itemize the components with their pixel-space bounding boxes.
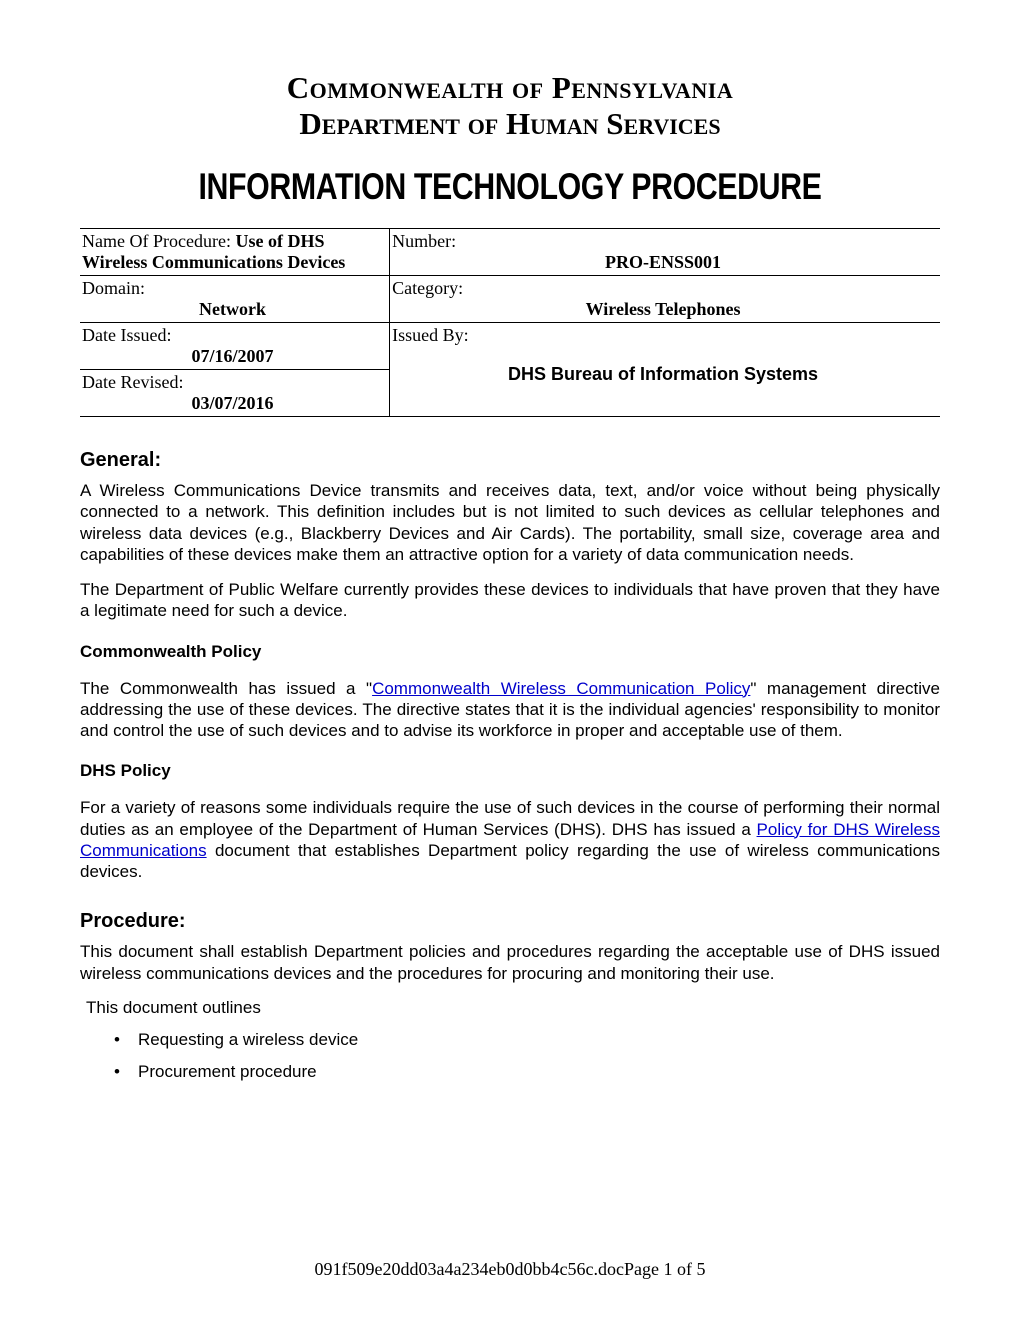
number-label: Number: xyxy=(392,231,456,251)
domain-label: Domain: xyxy=(82,278,145,298)
metadata-table: Name Of Procedure: Use of DHS Wireless C… xyxy=(80,228,940,417)
number-value: PRO-ENSS001 xyxy=(392,252,934,273)
date-revised-value: 03/07/2016 xyxy=(82,393,383,414)
outline-intro: This document outlines xyxy=(80,998,940,1018)
date-revised-label: Date Revised: xyxy=(82,372,183,392)
date-issued-label: Date Issued: xyxy=(82,325,171,345)
issued-by-value: DHS Bureau of Information Systems xyxy=(392,346,934,385)
date-issued-value: 07/16/2007 xyxy=(82,346,383,367)
dhs-post: document that establishes Department pol… xyxy=(80,841,940,881)
bullet-item: Requesting a wireless device xyxy=(138,1030,940,1050)
category-label: Category: xyxy=(392,278,463,298)
page-footer: 091f509e20dd03a4a234eb0d0bb4c56c.docPage… xyxy=(0,1259,1020,1280)
name-label: Name Of Procedure: xyxy=(82,231,235,251)
commonwealth-heading: Commonwealth Policy xyxy=(80,642,940,662)
document-title: INFORMATION TECHNOLOGY PROCEDURE xyxy=(157,166,862,208)
dhs-heading: DHS Policy xyxy=(80,761,940,781)
general-heading: General: xyxy=(80,449,940,472)
procedure-heading: Procedure: xyxy=(80,910,940,933)
dhs-para: For a variety of reasons some individual… xyxy=(80,797,940,882)
domain-value: Network xyxy=(82,299,383,320)
procedure-para1: This document shall establish Department… xyxy=(80,941,940,984)
commonwealth-para: The Commonwealth has issued a "Commonwea… xyxy=(80,678,940,742)
bullet-item: Procurement procedure xyxy=(138,1062,940,1082)
header-org-line1: Commonwealth of Pennsylvania xyxy=(80,70,940,106)
procedure-bullets: Requesting a wireless device Procurement… xyxy=(80,1030,940,1082)
commonwealth-policy-link[interactable]: Commonwealth Wireless Communication Poli… xyxy=(372,679,750,698)
general-para2: The Department of Public Welfare current… xyxy=(80,579,940,622)
commonwealth-pre: The Commonwealth has issued a " xyxy=(80,679,372,698)
general-para1: A Wireless Communications Device transmi… xyxy=(80,480,940,565)
header-org-line2: Department of Human Services xyxy=(80,106,940,142)
issued-by-label: Issued By: xyxy=(392,325,469,345)
category-value: Wireless Telephones xyxy=(392,299,934,320)
